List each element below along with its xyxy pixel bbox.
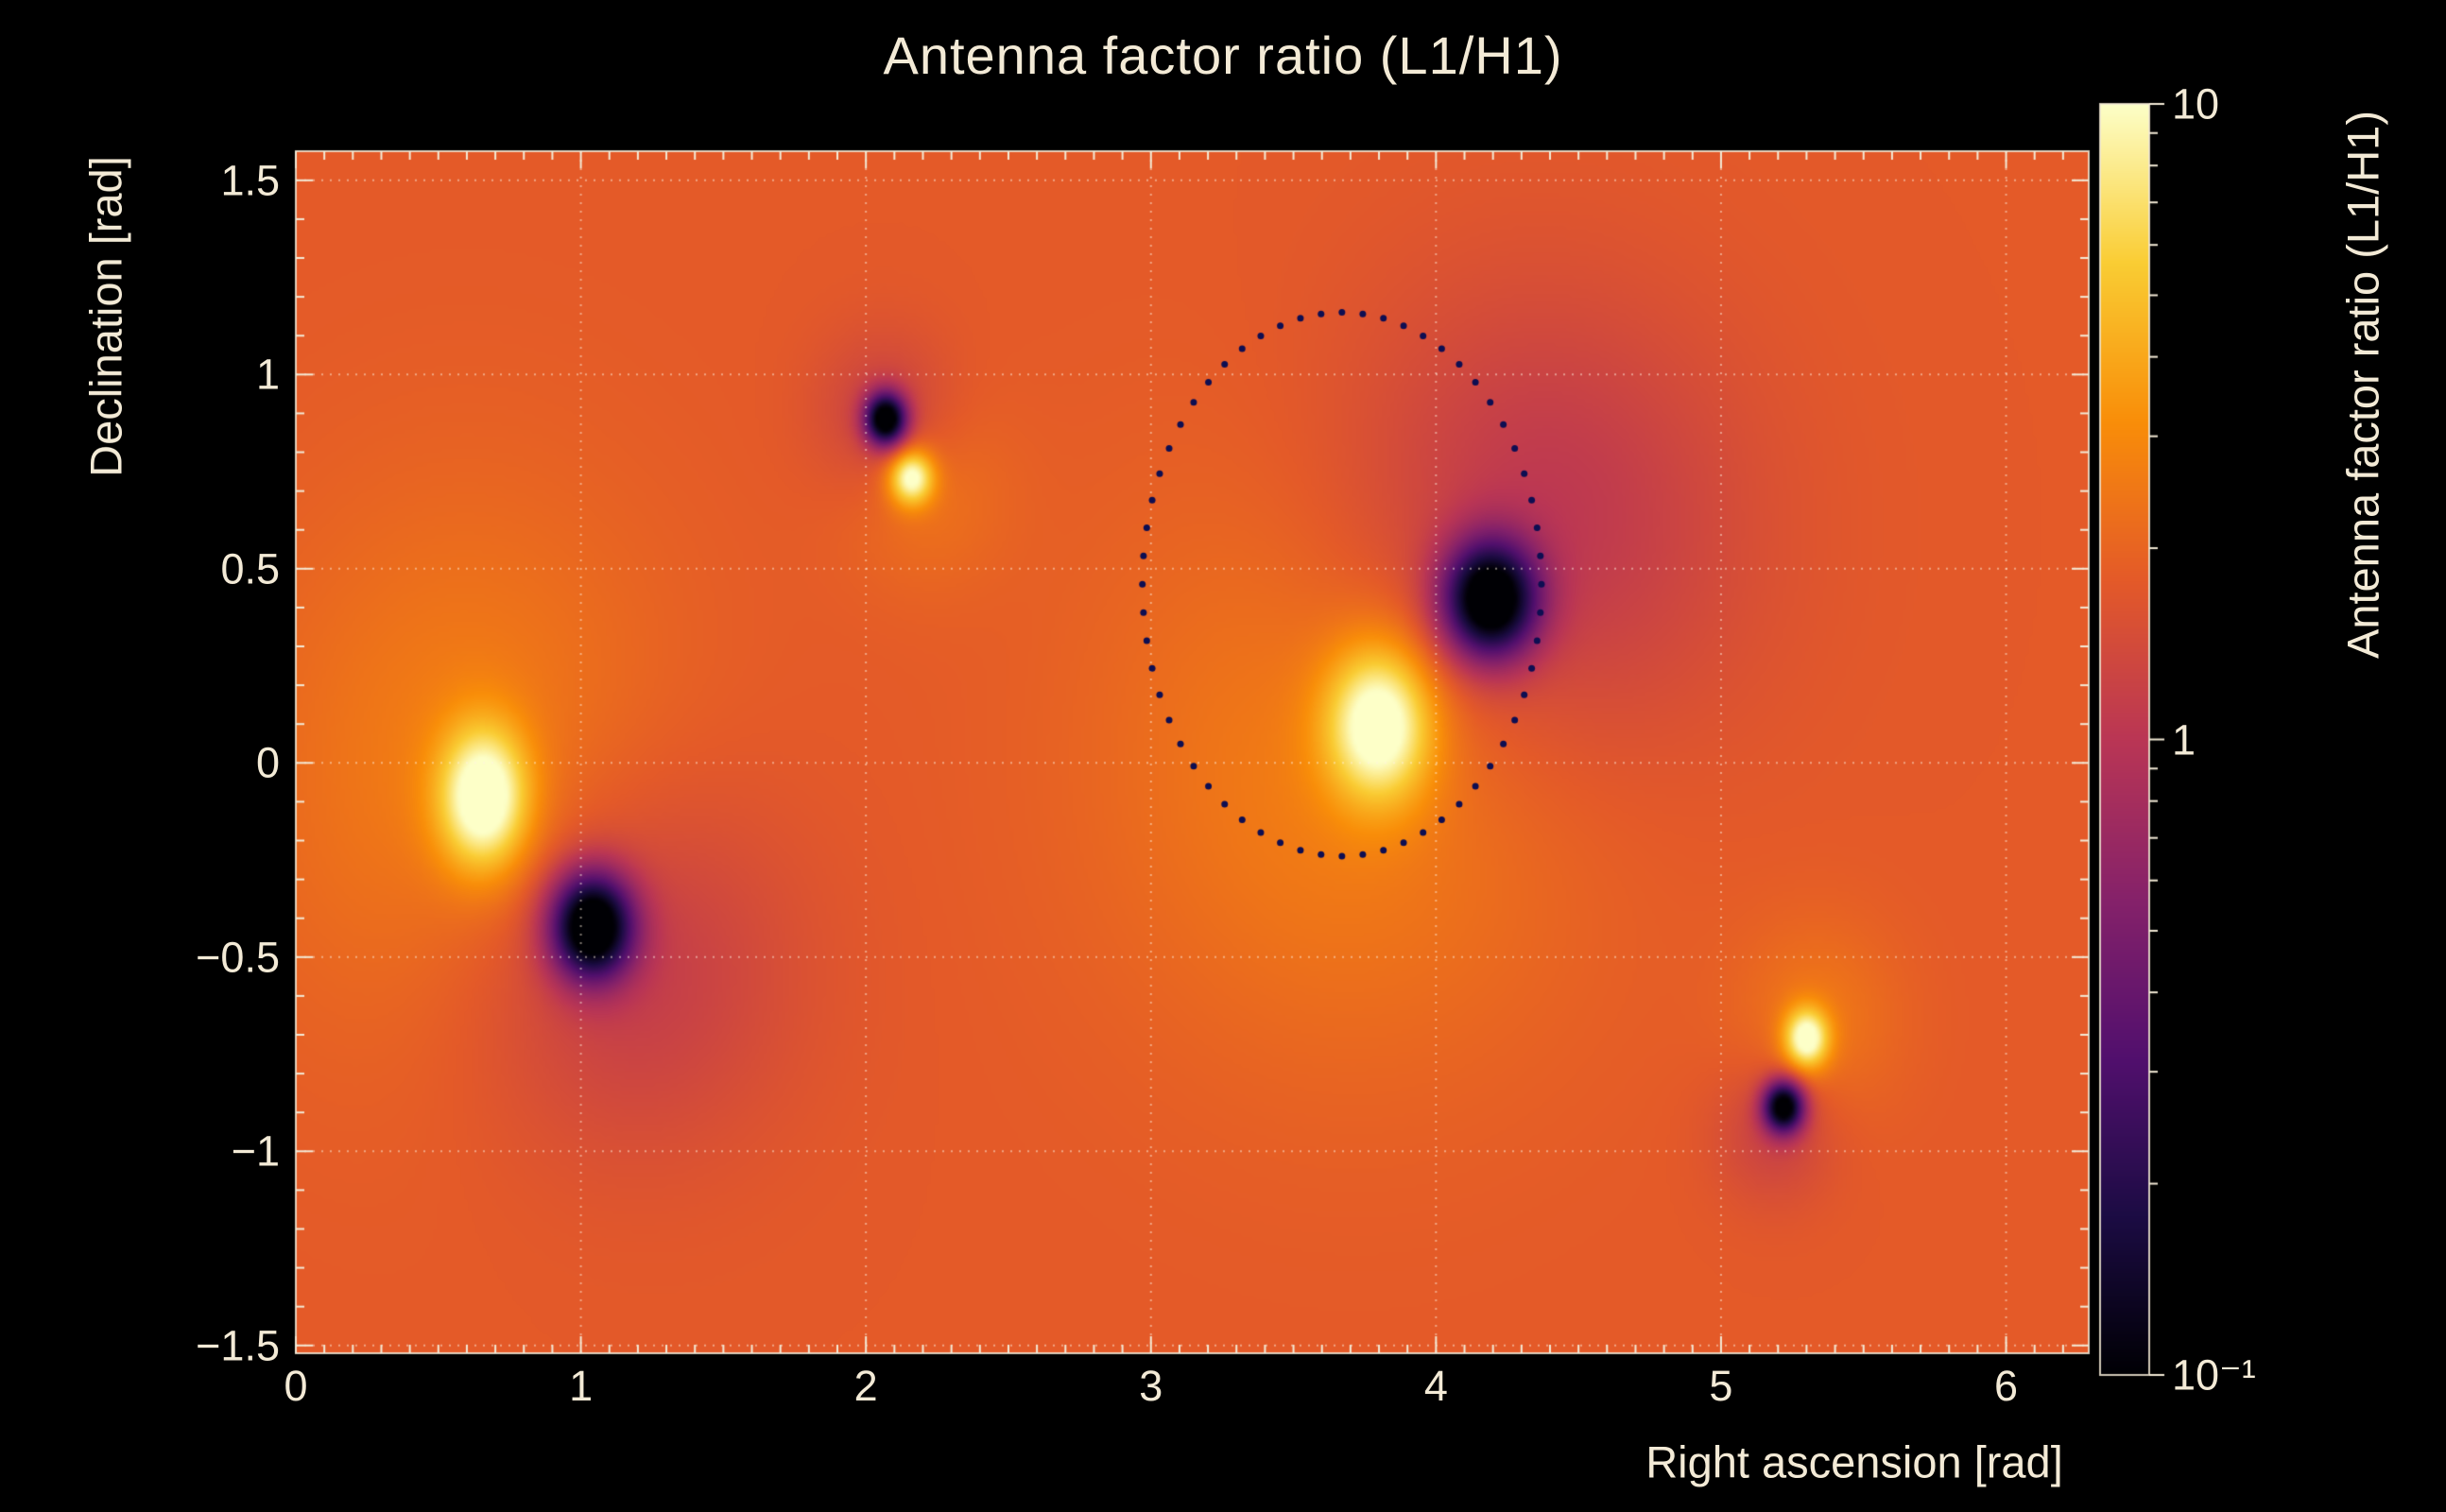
y-tick-label: −1.5 bbox=[196, 1321, 280, 1370]
y-tick-label: 1.5 bbox=[220, 156, 280, 205]
y-tick-label: −0.5 bbox=[196, 933, 280, 982]
x-tick-label: 6 bbox=[1994, 1362, 2019, 1410]
x-tick-label: 1 bbox=[569, 1362, 594, 1410]
chart-title: Antenna factor ratio (L1/H1) bbox=[883, 26, 1563, 85]
x-tick-label: 3 bbox=[1139, 1362, 1163, 1410]
x-axis-title: Right ascension [rad] bbox=[1645, 1436, 2063, 1487]
colorbar-tick-label: 10 bbox=[2172, 79, 2220, 129]
x-tick-label: 2 bbox=[853, 1362, 878, 1410]
x-tick-label: 0 bbox=[284, 1362, 308, 1410]
y-tick-label: 1 bbox=[255, 350, 280, 399]
colorbar-tick-label: 1 bbox=[2172, 715, 2196, 764]
y-axis-title: Declination [rad] bbox=[80, 156, 131, 477]
y-tick-label: 0.5 bbox=[220, 544, 280, 593]
y-tick-label: 0 bbox=[255, 738, 280, 787]
x-tick-label: 4 bbox=[1423, 1362, 1448, 1410]
y-tick-label: −1 bbox=[231, 1126, 280, 1176]
x-tick-label: 5 bbox=[1709, 1362, 1733, 1410]
colorbar-title: Antenna factor ratio (L1/H1) bbox=[2337, 111, 2388, 659]
colorbar-tick-label: 10⁻¹ bbox=[2172, 1350, 2256, 1400]
